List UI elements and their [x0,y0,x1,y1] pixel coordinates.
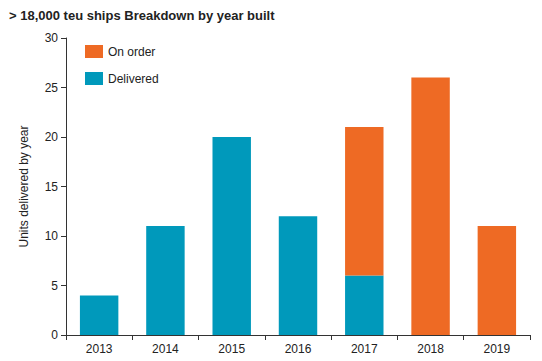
svg-text:> 18,000 teu ships Breakdown b: > 18,000 teu ships Breakdown by year bui… [9,8,275,23]
svg-text:10: 10 [45,229,59,243]
svg-text:2013: 2013 [86,342,113,356]
svg-text:0: 0 [51,328,58,342]
svg-text:On order: On order [108,45,155,59]
svg-text:2016: 2016 [285,342,312,356]
svg-text:Units delivered by year: Units delivered by year [17,125,31,247]
svg-text:25: 25 [45,81,59,95]
svg-text:2019: 2019 [484,342,511,356]
svg-text:20: 20 [45,130,59,144]
svg-text:2018: 2018 [417,342,444,356]
svg-text:2017: 2017 [351,342,378,356]
svg-text:Delivered: Delivered [108,72,159,86]
svg-text:30: 30 [45,31,59,45]
svg-text:15: 15 [45,180,59,194]
svg-text:5: 5 [51,279,58,293]
svg-text:2015: 2015 [218,342,245,356]
svg-text:2014: 2014 [152,342,179,356]
